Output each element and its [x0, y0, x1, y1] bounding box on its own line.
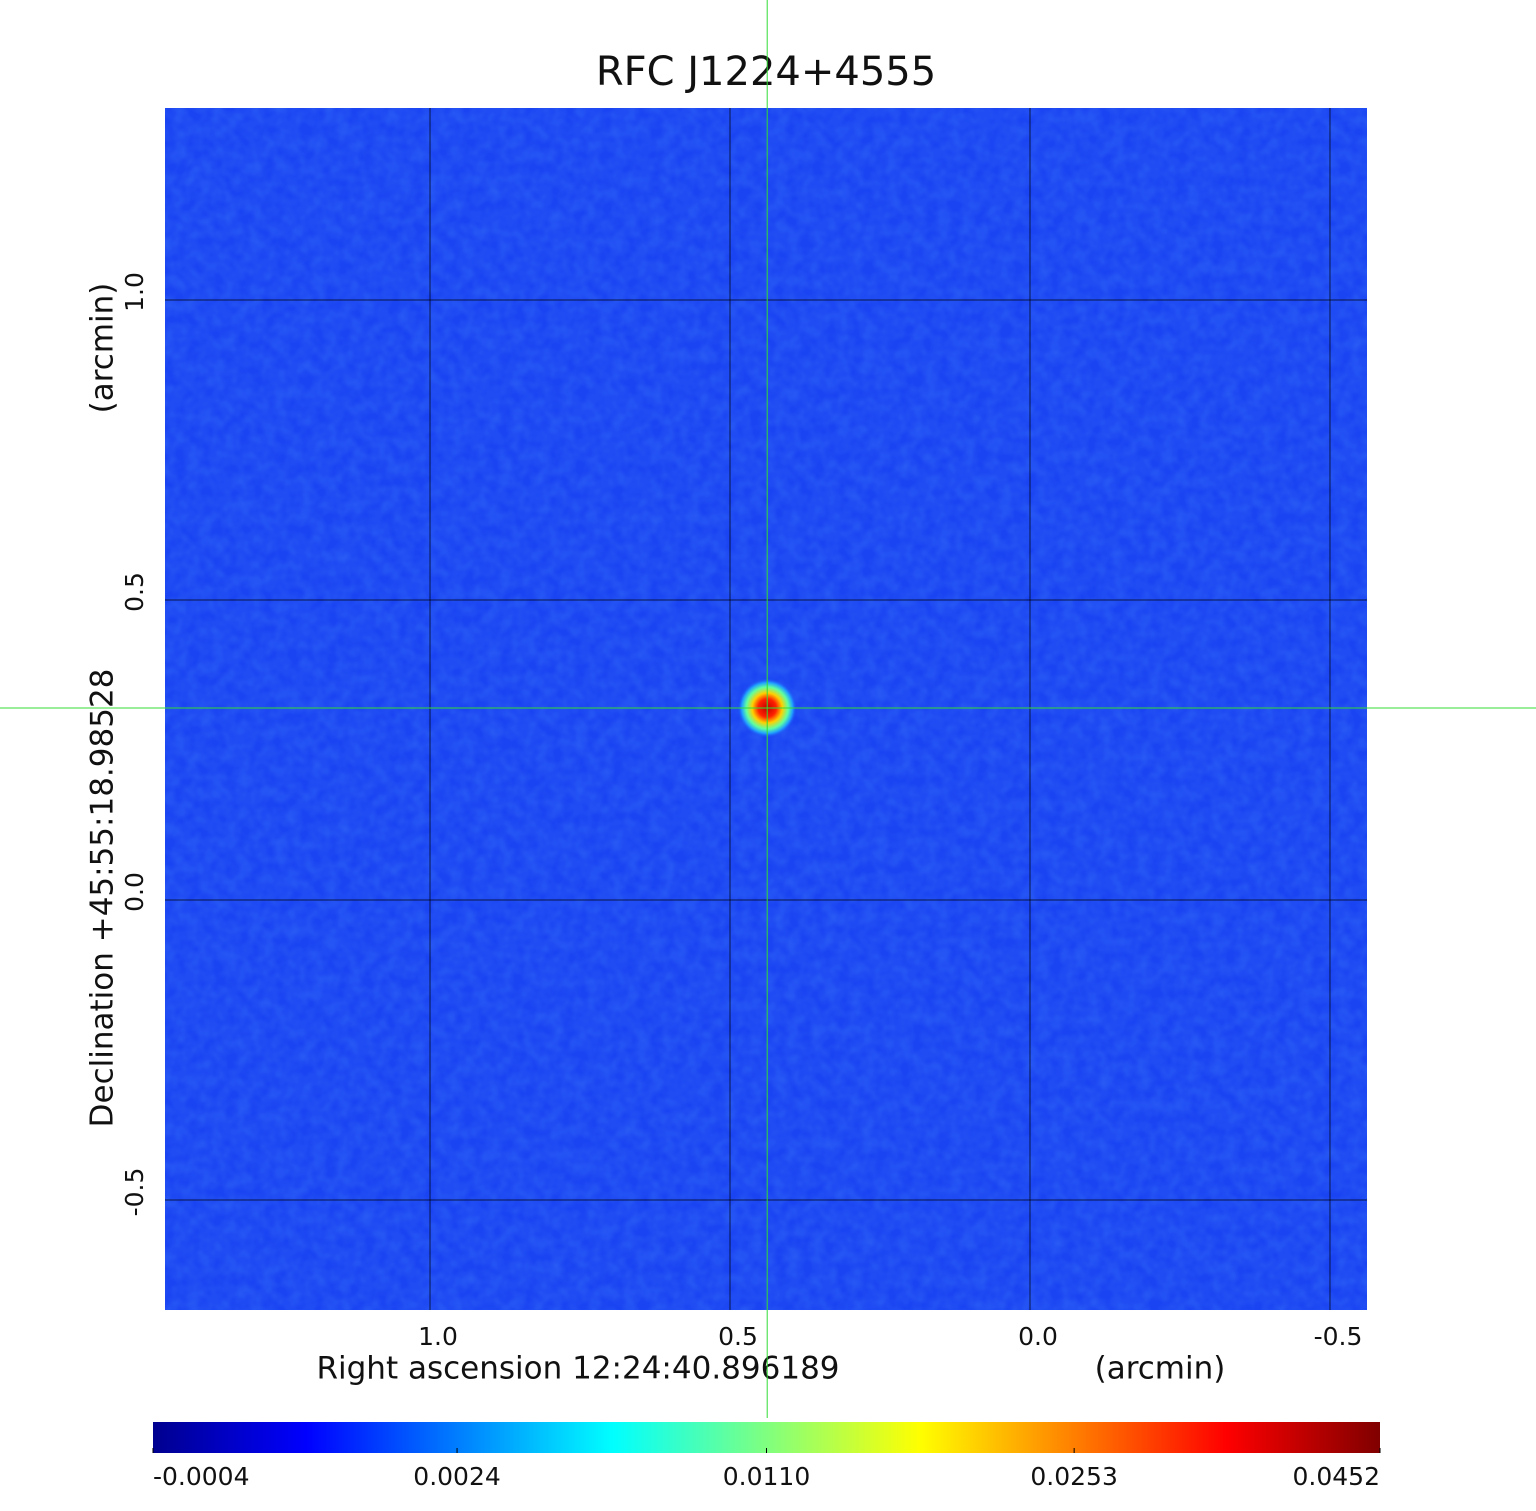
x-axis-label: Right ascension 12:24:40.896189 [316, 1351, 839, 1387]
colorbar-tick-label: 0.0253 [1030, 1462, 1117, 1491]
y-axis-label: Declination +45:55:18.98528 [85, 669, 121, 1128]
y-tick-label: -0.5 [120, 1168, 149, 1217]
x-tick-label: -0.5 [1314, 1322, 1363, 1351]
colorbar-tick-label: -0.0004 [153, 1462, 250, 1491]
colorbar [153, 1422, 1380, 1453]
colorbar-tick-label: 0.0024 [413, 1462, 500, 1491]
y-tick-label: 0.0 [120, 872, 149, 912]
y-axis-unit: (arcmin) [85, 283, 121, 414]
x-tick-label: 0.0 [1018, 1322, 1058, 1351]
colorbar-tick-label: 0.0110 [723, 1462, 810, 1491]
y-tick-label: 1.0 [120, 272, 149, 312]
colorbar-tick-label: 0.0452 [1293, 1462, 1380, 1491]
chart-title: RFC J1224+4555 [596, 49, 936, 95]
x-axis-unit: (arcmin) [1095, 1351, 1226, 1387]
x-tick-label: 0.5 [718, 1322, 758, 1351]
x-tick-label: 1.0 [418, 1322, 458, 1351]
y-tick-label: 0.5 [120, 572, 149, 612]
